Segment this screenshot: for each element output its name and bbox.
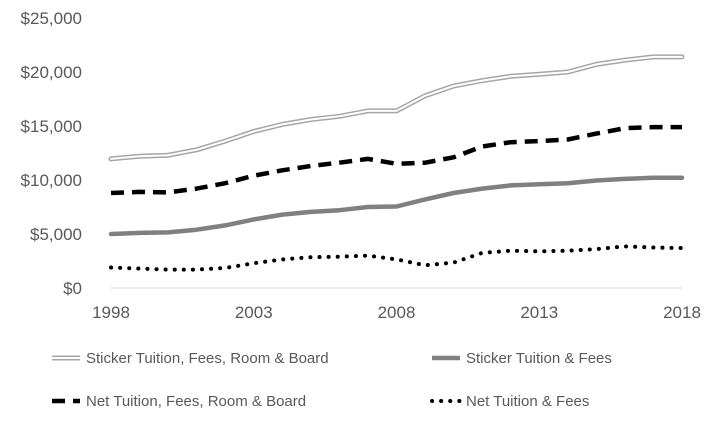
- legend-item-sticker-tuition-fees-room-board: Sticker Tuition, Fees, Room & Board: [52, 350, 329, 367]
- y-tick-label: $0: [63, 279, 82, 298]
- series-line-sticker-tuition-fees-stroke: [108, 175, 685, 237]
- legend-item-net-tuition-fees-room-board: Net Tuition, Fees, Room & Board: [52, 393, 306, 410]
- x-tick-label: 2003: [235, 303, 273, 322]
- series-line-sticker-tuition-fees-room-board-inner: [110, 55, 683, 160]
- series-line-sticker-tuition-fees-room-board: [108, 54, 685, 162]
- legend: Sticker Tuition, Fees, Room & Board Stick…: [52, 350, 612, 410]
- legend-item-net-tuition-fees: Net Tuition & Fees: [430, 393, 589, 410]
- y-tick-label: $20,000: [21, 63, 82, 82]
- x-tick-label: 2008: [378, 303, 416, 322]
- y-tick-label: $15,000: [21, 117, 82, 136]
- series-line-sticker-tuition-fees-room-board-outer: [108, 54, 685, 162]
- x-tick-label: 1998: [92, 303, 130, 322]
- legend-label: Sticker Tuition & Fees: [466, 350, 612, 367]
- x-tick-label: 2013: [520, 303, 558, 322]
- series-line-net-tuition-fees-room-board: [110, 124, 682, 196]
- legend-label: Net Tuition & Fees: [466, 393, 589, 410]
- legend-label: Sticker Tuition, Fees, Room & Board: [86, 350, 329, 367]
- y-axis-tick-labels: $0 $5,000 $10,000 $15,000 $20,000 $25,000: [21, 9, 82, 298]
- series-line-net-tuition-fees-stroke: [109, 244, 684, 272]
- y-tick-label: $10,000: [21, 171, 82, 190]
- x-tick-label: 2018: [663, 303, 701, 322]
- legend-label: Net Tuition, Fees, Room & Board: [86, 393, 306, 410]
- x-axis-tick-labels: 1998 2003 2008 2013 2018: [92, 303, 701, 322]
- legend-item-sticker-tuition-fees: Sticker Tuition & Fees: [432, 350, 612, 367]
- y-tick-label: $5,000: [30, 225, 82, 244]
- series-line-sticker-tuition-fees: [108, 175, 685, 237]
- y-tick-label: $25,000: [21, 9, 82, 28]
- series-line-net-tuition-fees: [109, 244, 684, 272]
- series-lines: [108, 54, 685, 272]
- series-line-net-tuition-fees-room-board-stroke: [110, 124, 682, 196]
